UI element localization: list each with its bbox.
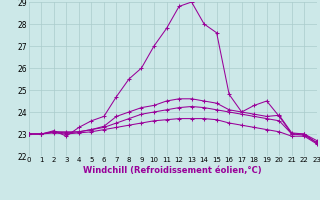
X-axis label: Windchill (Refroidissement éolien,°C): Windchill (Refroidissement éolien,°C) (84, 166, 262, 175)
